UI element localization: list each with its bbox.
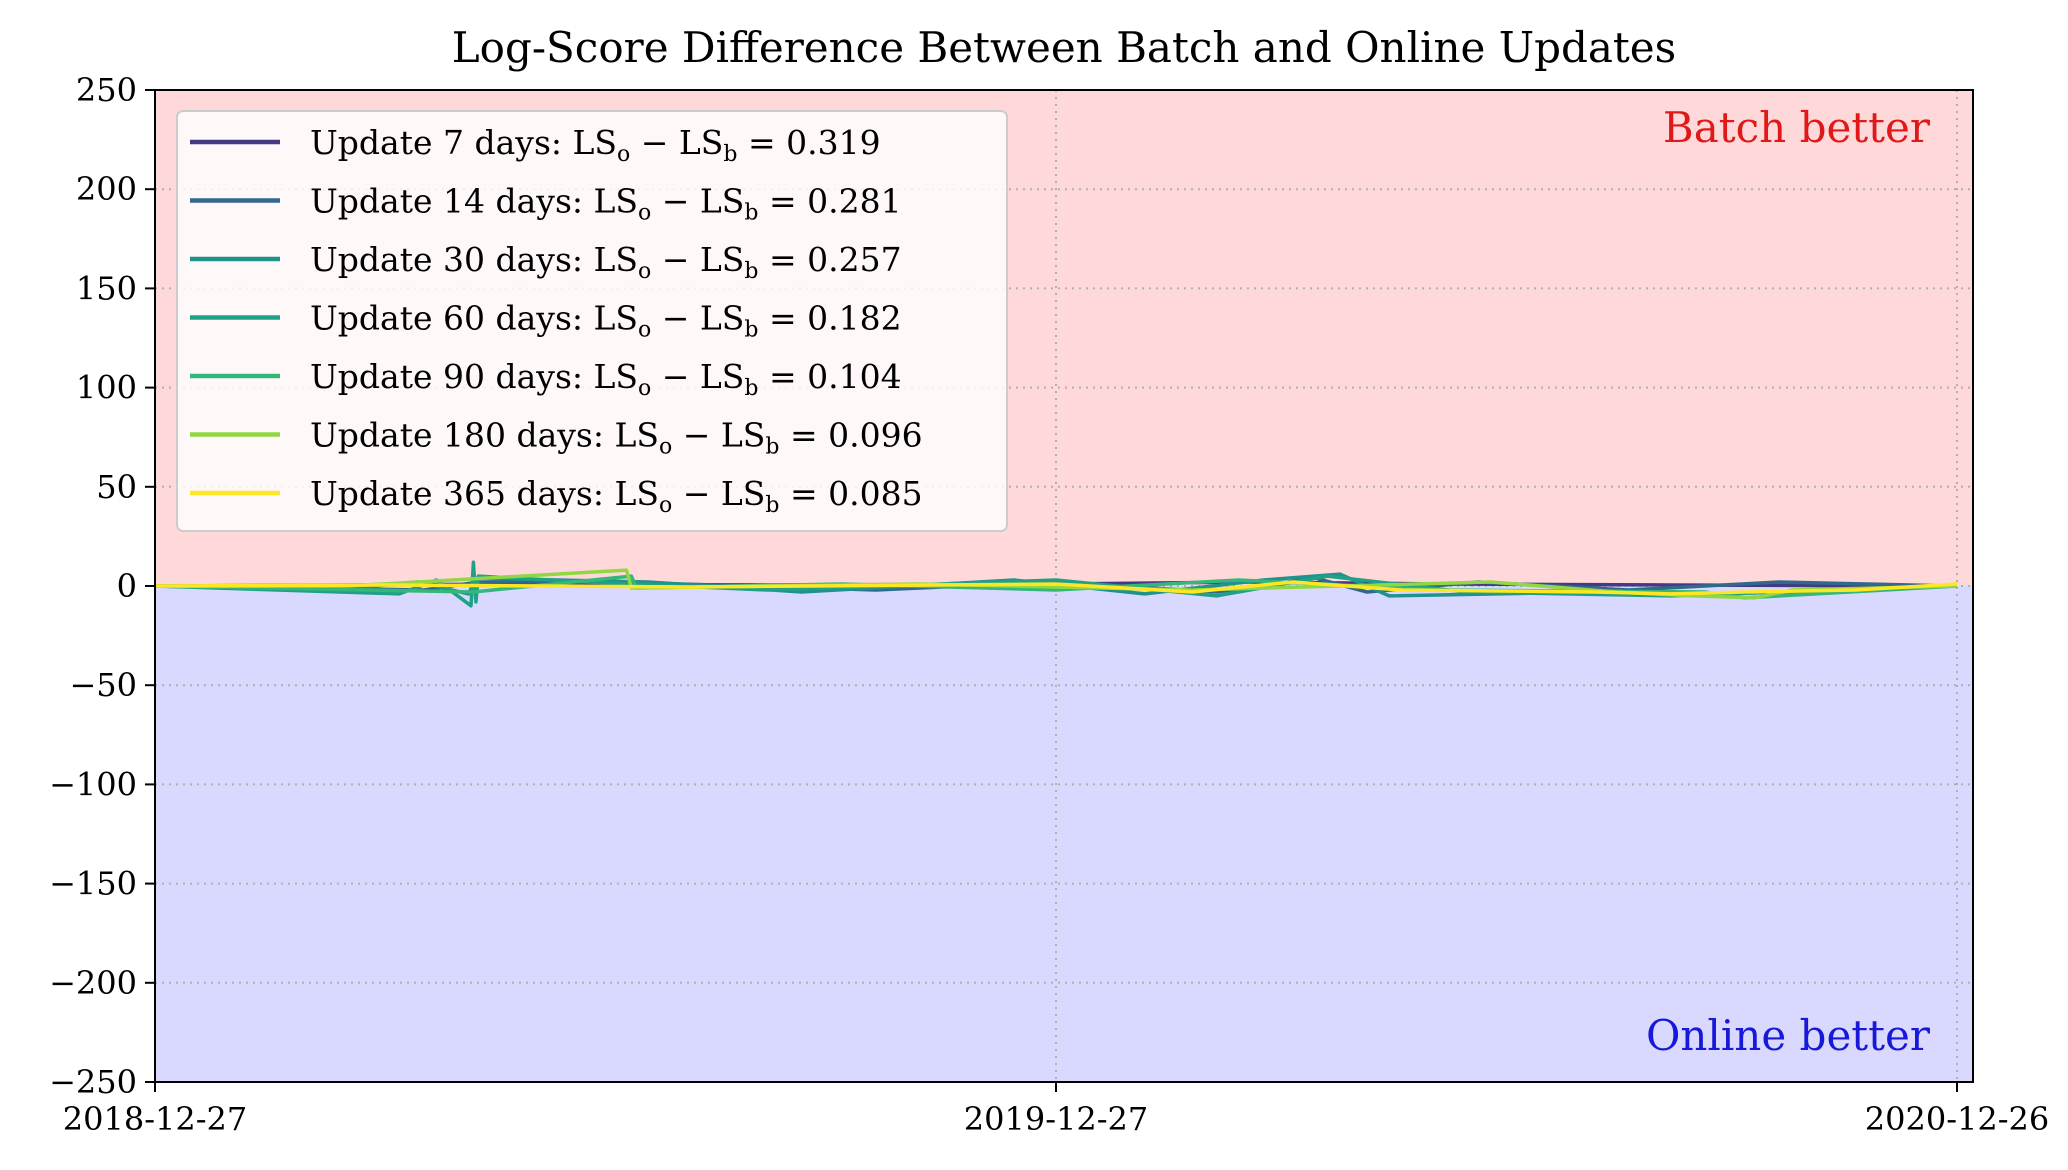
legend-entry: Update 30 days: LSo − LSb = 0.257	[310, 240, 902, 284]
y-axis: 250 200 150 100 50 0 −50 −100 −150 −200 −250	[49, 71, 155, 1101]
y-tick-label: 200	[76, 170, 137, 208]
y-tick-label: −150	[49, 865, 137, 903]
y-tick-label: −250	[49, 1063, 137, 1101]
y-tick-label: 250	[76, 71, 137, 109]
series-line-7	[154, 580, 1958, 596]
series-lines	[154, 560, 1958, 608]
x-tick-label: 2018-12-27	[63, 1100, 248, 1138]
y-tick-label: 50	[96, 468, 137, 506]
online-better-region	[155, 586, 1973, 1082]
legend-entry: Update 90 days: LSo − LSb = 0.104	[310, 357, 902, 401]
y-tick-label: 100	[76, 369, 137, 407]
y-tick-label: −100	[49, 765, 137, 803]
online-better-label: Online better	[1646, 1011, 1931, 1060]
legend-entry: Update 365 days: LSo − LSb = 0.085	[310, 474, 923, 518]
legend-box	[176, 110, 1008, 532]
chart-title: Log-Score Difference Between Batch and O…	[452, 23, 1676, 72]
legend-entry: Update 180 days: LSo − LSb = 0.096	[310, 416, 923, 460]
y-tick-label: 0	[117, 567, 137, 605]
legend-entry: Update 7 days: LSo − LSb = 0.319	[310, 123, 881, 167]
x-tick-label: 2019-12-27	[964, 1100, 1149, 1138]
y-tick-label: −50	[69, 666, 137, 704]
legend: Update 7 days: LSo − LSb = 0.319 Update 1…	[176, 110, 1008, 532]
y-tick-label: 150	[76, 269, 137, 307]
y-tick-label: −200	[49, 964, 137, 1002]
x-axis: 2018-12-27 2019-12-27 2020-12-26	[63, 1082, 2050, 1138]
x-tick-label: 2020-12-26	[1865, 1100, 2050, 1138]
batch-better-label: Batch better	[1663, 103, 1931, 152]
legend-entry: Update 14 days: LSo − LSb = 0.281	[310, 182, 902, 226]
legend-entry: Update 60 days: LSo − LSb = 0.182	[310, 299, 902, 343]
